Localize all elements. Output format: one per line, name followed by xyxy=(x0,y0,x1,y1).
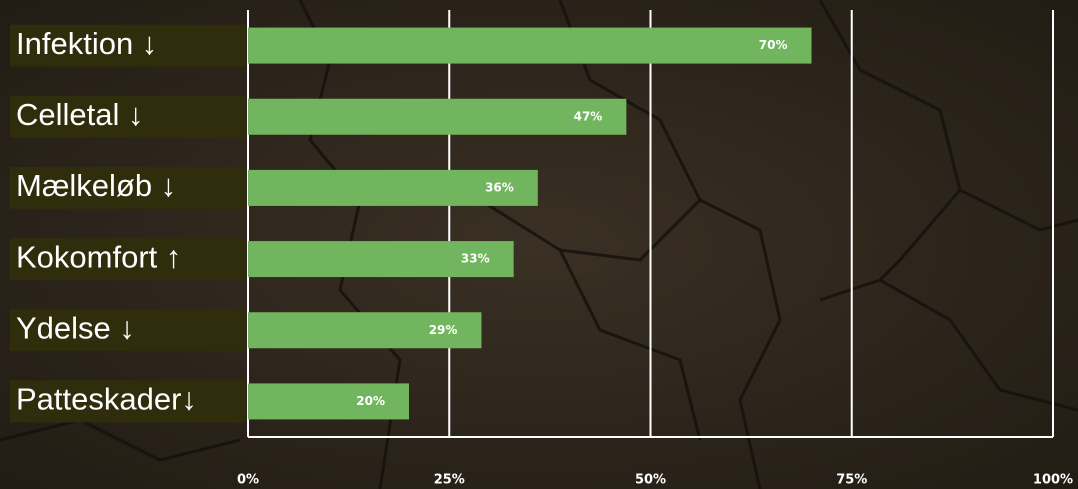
bar xyxy=(248,28,812,64)
y-tick-label: Mælkeløb ↓ xyxy=(16,168,176,203)
y-tick-label: Celletal ↓ xyxy=(16,97,144,132)
x-tick-label: 50% xyxy=(635,473,666,488)
value-label: 20% xyxy=(356,394,385,408)
y-tick-label: Infektion ↓ xyxy=(16,26,157,61)
chart: 0% 25% 50% 75% 100% Infektion ↓ 70% Celletal ↓ 4… xyxy=(0,0,1078,489)
y-tick-label: Patteskader↓ xyxy=(16,382,197,417)
value-label: 29% xyxy=(429,323,458,337)
bar xyxy=(248,99,626,135)
value-label: 70% xyxy=(759,38,788,52)
y-tick-label: Kokomfort ↑ xyxy=(16,239,181,274)
y-tick-label: Ydelse ↓ xyxy=(16,310,135,345)
x-tick-label: 25% xyxy=(434,473,465,488)
value-label: 33% xyxy=(461,252,490,266)
x-tick-label: 100% xyxy=(1033,473,1073,488)
value-label: 47% xyxy=(574,109,603,123)
value-label: 36% xyxy=(485,180,514,194)
x-tick-label: 0% xyxy=(237,473,259,488)
x-tick-label: 75% xyxy=(836,473,867,488)
